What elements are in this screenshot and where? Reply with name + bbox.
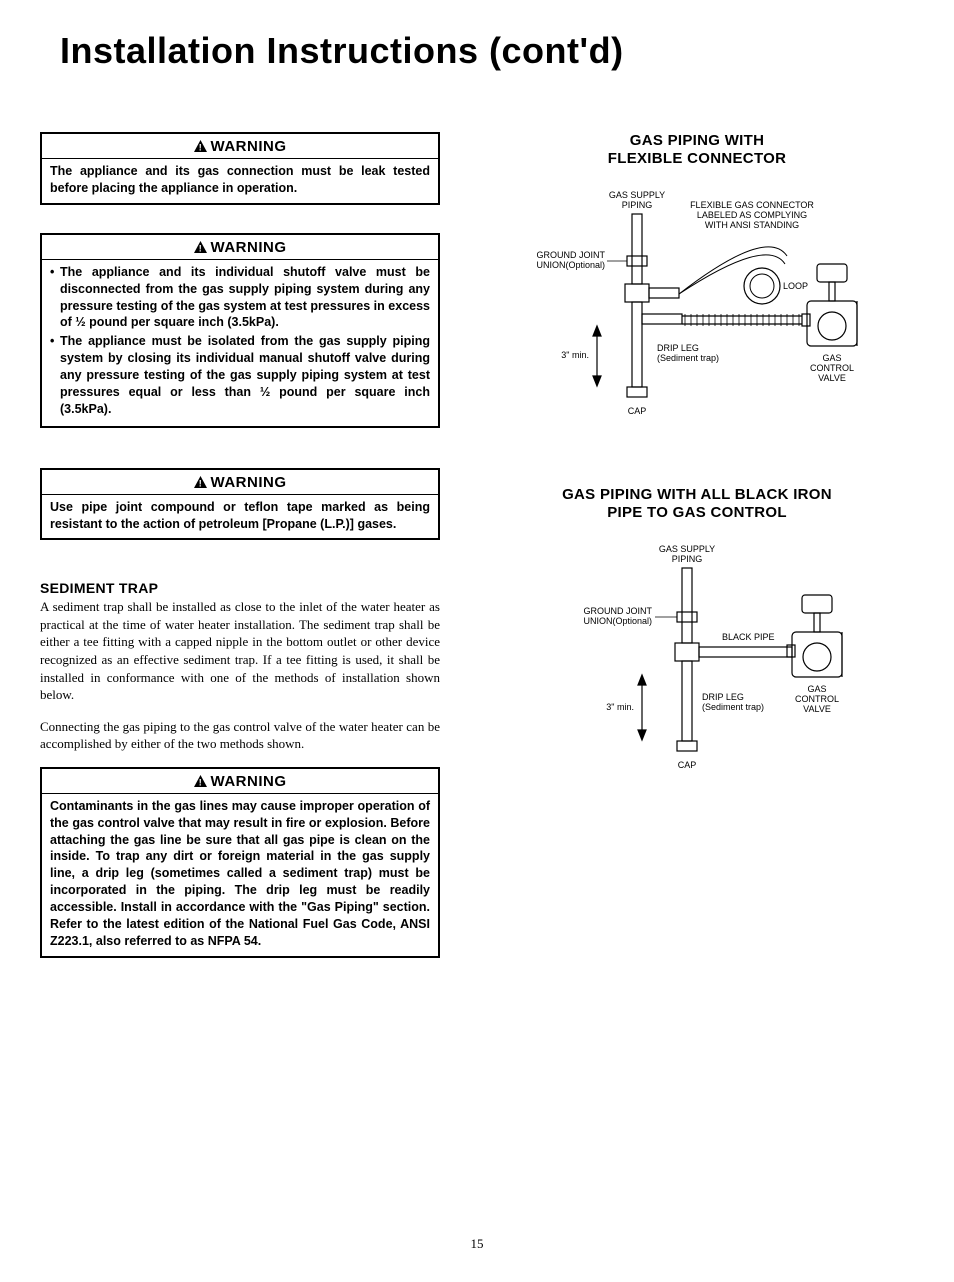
label-three-min: 3" min. bbox=[606, 702, 634, 712]
warning-box-2: ! WARNING The appliance and its individu… bbox=[40, 233, 440, 428]
content-columns: ! WARNING The appliance and its gas conn… bbox=[40, 132, 914, 986]
diagram-flexible-connector: GAS PIPING WITH FLEXIBLE CONNECTOR GAS S… bbox=[480, 132, 914, 446]
warning-bullet: The appliance and its individual shutoff… bbox=[48, 264, 430, 332]
label-flex-l2: LABELED AS COMPLYING bbox=[697, 210, 807, 220]
warning-bullet: The appliance must be isolated from the … bbox=[48, 333, 430, 417]
label-flex-l3: WITH ANSI STANDING bbox=[705, 220, 799, 230]
label-ground-l2: UNION(Optional) bbox=[583, 616, 652, 626]
warning-header: ! WARNING bbox=[42, 470, 438, 495]
label-gas-l3: VALVE bbox=[803, 704, 831, 714]
label-gas-l3: VALVE bbox=[818, 373, 846, 383]
label-gas-l2: CONTROL bbox=[795, 694, 839, 704]
svg-text:!: ! bbox=[198, 478, 202, 488]
warning-header-text: WARNING bbox=[211, 474, 287, 491]
page-title: Installation Instructions (cont'd) bbox=[60, 30, 914, 72]
warning-header: ! WARNING bbox=[42, 235, 438, 260]
left-column: ! WARNING The appliance and its gas conn… bbox=[40, 132, 440, 986]
label-ground-l1: GROUND JOINT bbox=[537, 250, 606, 260]
label-ground-l1: GROUND JOINT bbox=[584, 606, 653, 616]
warning-header-text: WARNING bbox=[211, 773, 287, 790]
svg-text:!: ! bbox=[198, 143, 202, 153]
sediment-paragraph-1: A sediment trap shall be installed as cl… bbox=[40, 598, 440, 703]
gas-control-valve-icon bbox=[787, 595, 842, 677]
label-cap: CAP bbox=[628, 406, 647, 416]
warning-body: Use pipe joint compound or teflon tape m… bbox=[42, 495, 438, 539]
label-drip-l2: (Sediment trap) bbox=[702, 702, 764, 712]
label-cap: CAP bbox=[678, 760, 697, 770]
diagram-black-iron: GAS PIPING WITH ALL BLACK IRON PIPE TO G… bbox=[480, 486, 914, 790]
label-drip-l2: (Sediment trap) bbox=[657, 353, 719, 363]
page-number: 15 bbox=[40, 1236, 914, 1252]
union-icon bbox=[607, 256, 647, 266]
dimension-arrows-icon bbox=[593, 326, 601, 386]
warning-box-1: ! WARNING The appliance and its gas conn… bbox=[40, 132, 440, 205]
svg-text:!: ! bbox=[198, 243, 202, 253]
sediment-paragraph-2: Connecting the gas piping to the gas con… bbox=[40, 718, 440, 753]
warning-triangle-icon: ! bbox=[194, 774, 207, 791]
label-drip-l1: DRIP LEG bbox=[657, 343, 699, 353]
union-icon bbox=[655, 612, 697, 622]
piping-diagram-svg: GAS SUPPLY PIPING GROUND JOINT UNION(Opt… bbox=[522, 540, 872, 790]
label-gas-l1: GAS bbox=[807, 684, 826, 694]
label-gas-l2: CONTROL bbox=[810, 363, 854, 373]
warning-triangle-icon: ! bbox=[194, 240, 207, 257]
label-gas-l1: GAS bbox=[822, 353, 841, 363]
label-gas-supply: GAS SUPPLY bbox=[659, 544, 715, 554]
warning-body: The appliance and its gas connection mus… bbox=[42, 159, 438, 203]
sediment-heading: SEDIMENT TRAP bbox=[40, 580, 440, 596]
label-three-min: 3" min. bbox=[561, 350, 589, 360]
dimension-arrows-icon bbox=[638, 675, 646, 740]
warning-triangle-icon: ! bbox=[194, 139, 207, 156]
label-drip-l1: DRIP LEG bbox=[702, 692, 744, 702]
diagram-title: GAS PIPING WITH FLEXIBLE CONNECTOR bbox=[480, 132, 914, 168]
warning-body: Contaminants in the gas lines may cause … bbox=[42, 794, 438, 956]
warning-header-text: WARNING bbox=[211, 138, 287, 155]
piping-diagram-svg: GAS SUPPLY PIPING FLEXIBLE GAS CONNECTOR… bbox=[507, 186, 887, 446]
svg-text:!: ! bbox=[198, 777, 202, 787]
diagram-title: GAS PIPING WITH ALL BLACK IRON PIPE TO G… bbox=[480, 486, 914, 522]
warning-header: ! WARNING bbox=[42, 134, 438, 159]
label-black-pipe: BLACK PIPE bbox=[722, 632, 775, 642]
label-ground-l2: UNION(Optional) bbox=[536, 260, 605, 270]
gas-control-valve-icon bbox=[802, 264, 857, 346]
label-piping: PIPING bbox=[672, 554, 703, 564]
warning-header: ! WARNING bbox=[42, 769, 438, 794]
label-piping: PIPING bbox=[622, 200, 653, 210]
warning-body: The appliance and its individual shutoff… bbox=[42, 260, 438, 426]
right-column: GAS PIPING WITH FLEXIBLE CONNECTOR GAS S… bbox=[480, 132, 914, 986]
sediment-section: SEDIMENT TRAP A sediment trap shall be i… bbox=[40, 580, 440, 752]
warning-header-text: WARNING bbox=[211, 239, 287, 256]
warning-box-3: ! WARNING Use pipe joint compound or tef… bbox=[40, 468, 440, 541]
warning-triangle-icon: ! bbox=[194, 475, 207, 492]
warning-box-4: ! WARNING Contaminants in the gas lines … bbox=[40, 767, 440, 958]
label-gas-supply: GAS SUPPLY bbox=[609, 190, 665, 200]
label-loop: LOOP bbox=[783, 281, 808, 291]
label-flex-l1: FLEXIBLE GAS CONNECTOR bbox=[690, 200, 814, 210]
